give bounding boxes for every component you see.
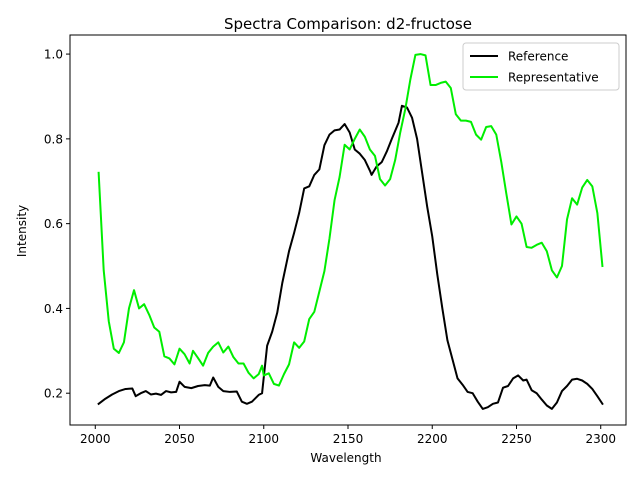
x-tick-label: 2200 [417, 432, 448, 446]
y-tick-label: 0.6 [44, 217, 63, 231]
y-tick-label: 0.8 [44, 132, 63, 146]
legend-box [462, 42, 620, 91]
y-tick-label: 0.4 [44, 302, 63, 316]
series-layer [97, 53, 604, 410]
legend-label-representative: Representative [508, 71, 599, 85]
x-tick-label: 2000 [80, 432, 111, 446]
legend-label-reference: Reference [508, 50, 568, 64]
x-tick-label: 2250 [501, 432, 532, 446]
y-axis-label: Intensity [15, 205, 29, 257]
series-line-reference [97, 104, 604, 410]
plot-area [70, 35, 626, 425]
y-axis-ticks: 0.2 0.4 0.6 0.8 1.0 [44, 48, 70, 401]
x-tick-label: 2100 [248, 432, 279, 446]
x-tick-label: 2150 [333, 432, 364, 446]
series-line-representative [97, 53, 604, 387]
x-axis-ticks: 2000 2050 2100 2150 2200 2250 2300 [80, 425, 616, 446]
y-tick-label: 0.2 [44, 387, 63, 401]
x-tick-label: 2050 [164, 432, 195, 446]
y-tick-label: 1.0 [44, 48, 63, 62]
chart-title: Spectra Comparison: d2-fructose [224, 15, 472, 33]
plot-frame [69, 34, 627, 426]
x-tick-label: 2300 [585, 432, 616, 446]
legend: Reference Representative [462, 42, 620, 91]
x-axis-label: Wavelength [310, 451, 381, 465]
